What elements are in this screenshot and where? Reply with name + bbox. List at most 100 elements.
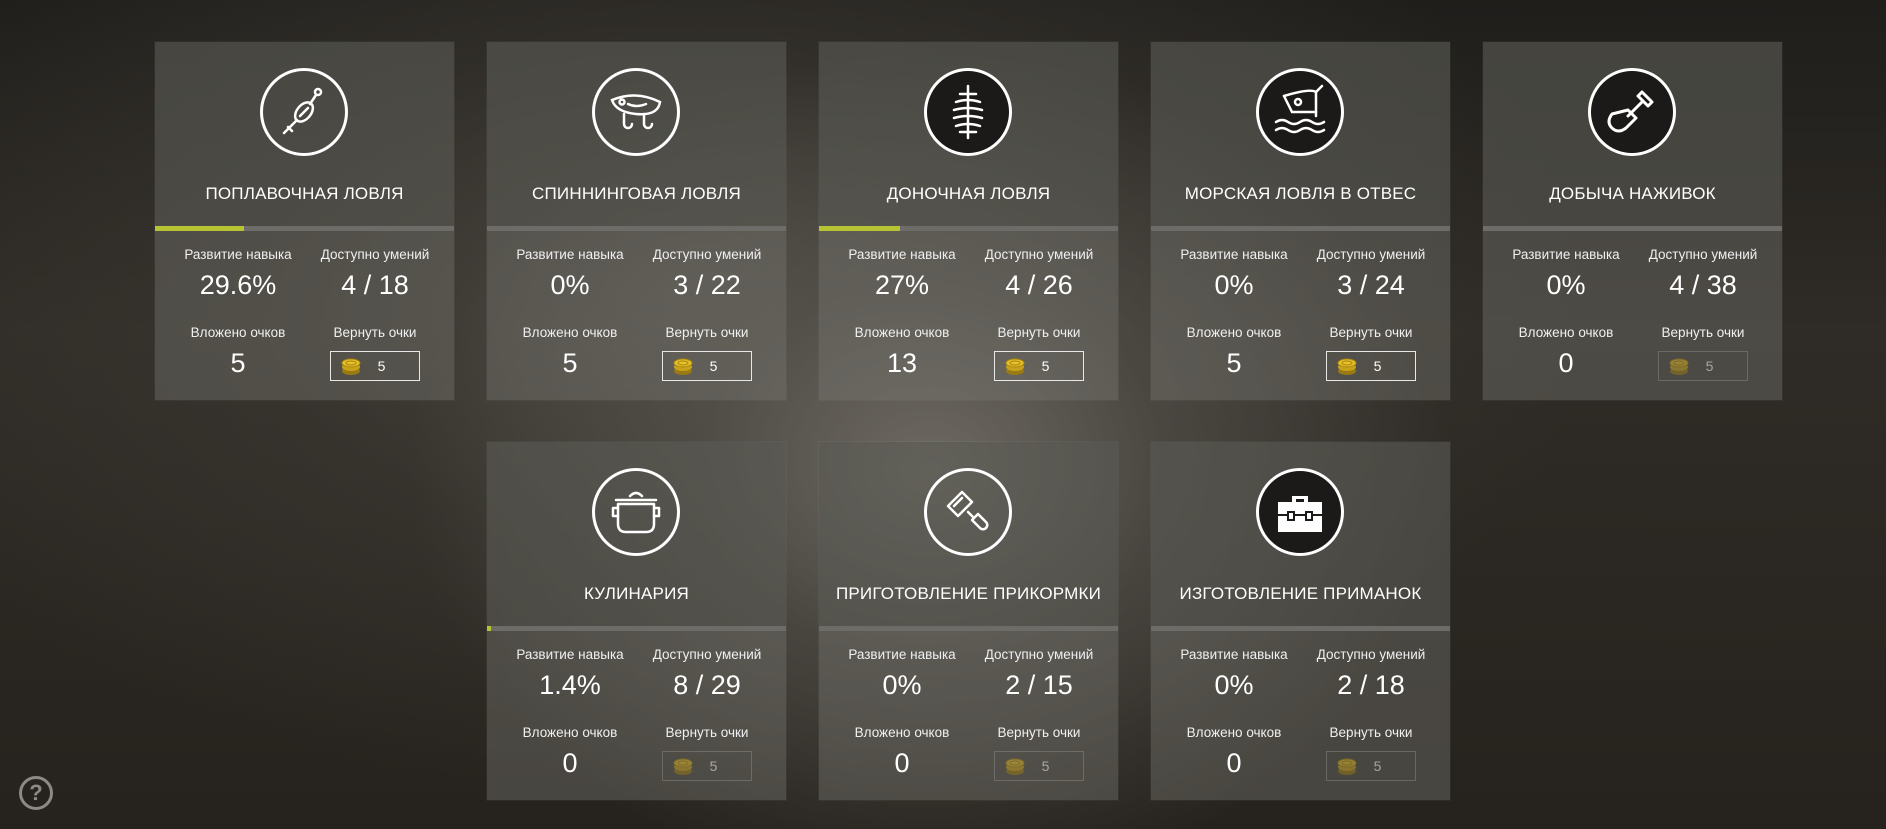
points-invested-value: 0 [562, 748, 578, 778]
coin-icon [1669, 358, 1689, 375]
available-skills-label: Доступно умений [984, 247, 1094, 262]
refund-points-label: Вернуть очки [1329, 725, 1413, 740]
question-icon: ? [29, 780, 43, 805]
refund-button: 5 [1326, 751, 1416, 781]
refund-button[interactable]: 5 [1326, 351, 1416, 381]
points-invested-label: Вложено очков [190, 325, 286, 340]
skill-progress-value: 0% [1546, 270, 1586, 300]
skill-emblem [1256, 68, 1344, 156]
skill-title: ПРИГОТОВЛЕНИЕ ПРИКОРМКИ [835, 584, 1102, 603]
skill-title: МОРСКАЯ ЛОВЛЯ В ОТВЕС [1184, 184, 1417, 203]
points-invested-label: Вложено очков [1518, 325, 1614, 340]
refund-button[interactable]: 5 [994, 351, 1084, 381]
available-skills-label: Доступно умений [320, 247, 430, 262]
skill-progress-value: 1.4% [539, 670, 601, 700]
skill-progress-bar [487, 226, 786, 231]
float-icon [282, 87, 323, 135]
skill-progress-bar [155, 226, 454, 231]
skill-card[interactable]: МОРСКАЯ ЛОВЛЯ В ОТВЕС Развитие навыка До… [1151, 42, 1450, 400]
available-skills-value: 4 / 18 [341, 270, 409, 300]
refund-amount: 5 [1041, 358, 1050, 374]
refund-points-label: Вернуть очки [333, 325, 417, 340]
skill-progress-label: Развитие навыка [516, 647, 624, 662]
skill-progress-value: 27% [874, 270, 930, 300]
skill-card[interactable]: ИЗГОТОВЛЕНИЕ ПРИМАНОК Развитие навыка До… [1151, 442, 1450, 800]
refund-amount: 5 [1373, 758, 1382, 774]
points-invested-label: Вложено очков [1186, 325, 1282, 340]
skill-progress-value: 0% [1214, 670, 1254, 700]
skill-progress-bar [819, 626, 1118, 631]
skill-progress-label: Развитие навыка [848, 647, 956, 662]
skill-progress-bar [1151, 626, 1450, 631]
coin-icon [673, 758, 693, 775]
skill-title: КУЛИНАРИЯ [584, 584, 689, 603]
skill-emblem [260, 68, 348, 156]
refund-points-label: Вернуть очки [1329, 325, 1413, 340]
skill-emblem [592, 68, 680, 156]
skill-progress-label: Развитие навыка [1512, 247, 1620, 262]
available-skills-value: 2 / 18 [1337, 670, 1405, 700]
help-button[interactable]: ? [19, 776, 53, 810]
skill-title: СПИННИНГОВАЯ ЛОВЛЯ [532, 184, 741, 203]
refund-amount: 5 [1373, 358, 1382, 374]
skill-card[interactable]: ДОБЫЧА НАЖИВОК Развитие навыка Доступно … [1483, 42, 1782, 400]
coin-icon [1337, 358, 1357, 375]
points-invested-label: Вложено очков [522, 725, 618, 740]
available-skills-value: 4 / 26 [1005, 270, 1073, 300]
skill-progress-value: 0% [882, 670, 922, 700]
available-skills-label: Доступно умений [652, 647, 762, 662]
points-invested-value: 5 [1226, 348, 1242, 378]
points-invested-value: 0 [894, 748, 910, 778]
feeder-icon [952, 84, 984, 140]
refund-points-label: Вернуть очки [665, 725, 749, 740]
refund-button: 5 [994, 751, 1084, 781]
refund-amount: 5 [709, 758, 718, 774]
skill-progress-label: Развитие навыка [848, 247, 956, 262]
skill-progress-value: 0% [550, 270, 590, 300]
coin-icon [1005, 758, 1025, 775]
points-invested-value: 0 [1558, 348, 1574, 378]
refund-amount: 5 [377, 358, 386, 374]
refund-button: 5 [662, 751, 752, 781]
points-invested-value: 13 [886, 348, 918, 378]
lure-icon [610, 94, 662, 130]
refund-points-label: Вернуть очки [1661, 325, 1745, 340]
refund-amount: 5 [709, 358, 718, 374]
available-skills-label: Доступно умений [1316, 247, 1426, 262]
refund-button: 5 [1658, 351, 1748, 381]
coin-icon [673, 358, 693, 375]
available-skills-label: Доступно умений [1316, 647, 1426, 662]
skill-card[interactable]: ДОНОЧНАЯ ЛОВЛЯ Развитие навыка Доступно … [819, 42, 1118, 400]
skill-emblem [924, 468, 1012, 556]
skill-card[interactable]: ПОПЛАВОЧНАЯ ЛОВЛЯ Развитие навыка Доступ… [155, 42, 454, 400]
skill-card[interactable]: ПРИГОТОВЛЕНИЕ ПРИКОРМКИ Развитие навыка … [819, 442, 1118, 800]
skill-progress-value: 29.6% [199, 270, 277, 300]
refund-amount: 5 [1705, 358, 1714, 374]
available-skills-label: Доступно умений [652, 247, 762, 262]
points-invested-value: 0 [1226, 748, 1242, 778]
pot-icon [611, 491, 661, 534]
refund-button[interactable]: 5 [330, 351, 420, 381]
refund-button[interactable]: 5 [662, 351, 752, 381]
skill-progress-value: 0% [1214, 270, 1254, 300]
coin-icon [1337, 758, 1357, 775]
skill-progress-bar [487, 626, 786, 631]
mixer-icon [946, 490, 989, 531]
refund-points-label: Вернуть очки [997, 725, 1081, 740]
skill-emblem [592, 468, 680, 556]
available-skills-value: 4 / 38 [1669, 270, 1737, 300]
available-skills-label: Доступно умений [1648, 247, 1758, 262]
shovel-icon [1607, 90, 1654, 133]
skill-progress-label: Развитие навыка [184, 247, 292, 262]
skill-progress-label: Развитие навыка [1180, 247, 1288, 262]
points-invested-value: 5 [562, 348, 578, 378]
skill-progress-fill [155, 226, 244, 231]
refund-points-label: Вернуть очки [665, 325, 749, 340]
coin-icon [341, 358, 361, 375]
skill-card[interactable]: КУЛИНАРИЯ Развитие навыка Доступно умени… [487, 442, 786, 800]
available-skills-value: 3 / 24 [1337, 270, 1405, 300]
skill-progress-label: Развитие навыка [516, 247, 624, 262]
points-invested-label: Вложено очков [1186, 725, 1282, 740]
coin-icon [1005, 358, 1025, 375]
skill-card[interactable]: СПИННИНГОВАЯ ЛОВЛЯ Развитие навыка Досту… [487, 42, 786, 400]
